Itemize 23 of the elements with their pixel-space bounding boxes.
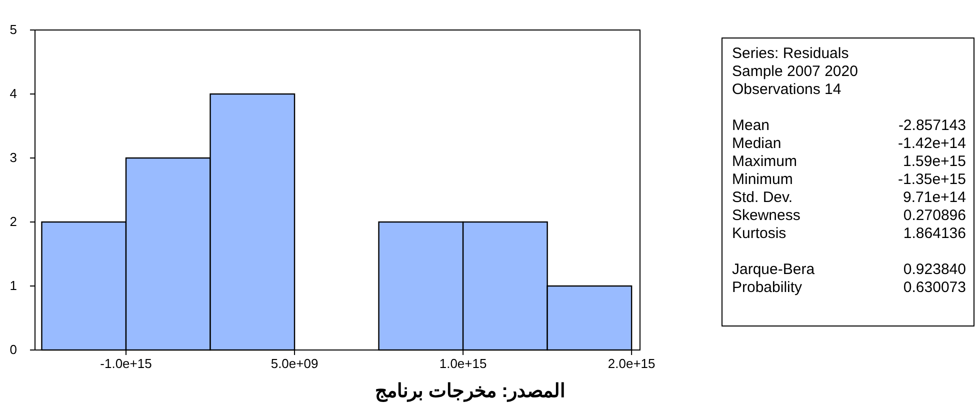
- text: Kurtosis 1.864136: [732, 225, 966, 242]
- text: Skewness 0.270896: [732, 207, 966, 224]
- text: Series: Residuals: [732, 45, 849, 62]
- x-tick-label: 5.0e+09: [270, 356, 318, 371]
- y-tick-label: 3: [10, 150, 17, 165]
- text: Sample 2007 2020: [732, 63, 858, 80]
- text: المصدر: مخرجات برنامج: [375, 381, 565, 402]
- text: Maximum 1.59e+15: [732, 153, 966, 170]
- text: Std. Dev. 9.71e+14: [732, 189, 966, 206]
- text: Minimum -1.35e+15: [732, 171, 966, 188]
- y-tick-label: 5: [10, 22, 17, 37]
- x-tick-label: 2.0e+15: [608, 356, 656, 371]
- y-tick-label: 1: [10, 278, 17, 293]
- text: Observations 14: [732, 81, 842, 98]
- text: Probability 0.630073: [732, 279, 966, 296]
- y-tick-label: 2: [10, 214, 17, 229]
- text: Mean -2.857143: [732, 117, 966, 134]
- text: Median -1.42e+14: [732, 135, 966, 152]
- y-tick-label: 4: [10, 86, 17, 101]
- x-tick-label: -1.0e+15: [100, 356, 152, 371]
- text: Jarque-Bera 0.923840: [732, 261, 966, 278]
- x-tick-label: 1.0e+15: [439, 356, 487, 371]
- y-tick-label: 0: [10, 342, 17, 357]
